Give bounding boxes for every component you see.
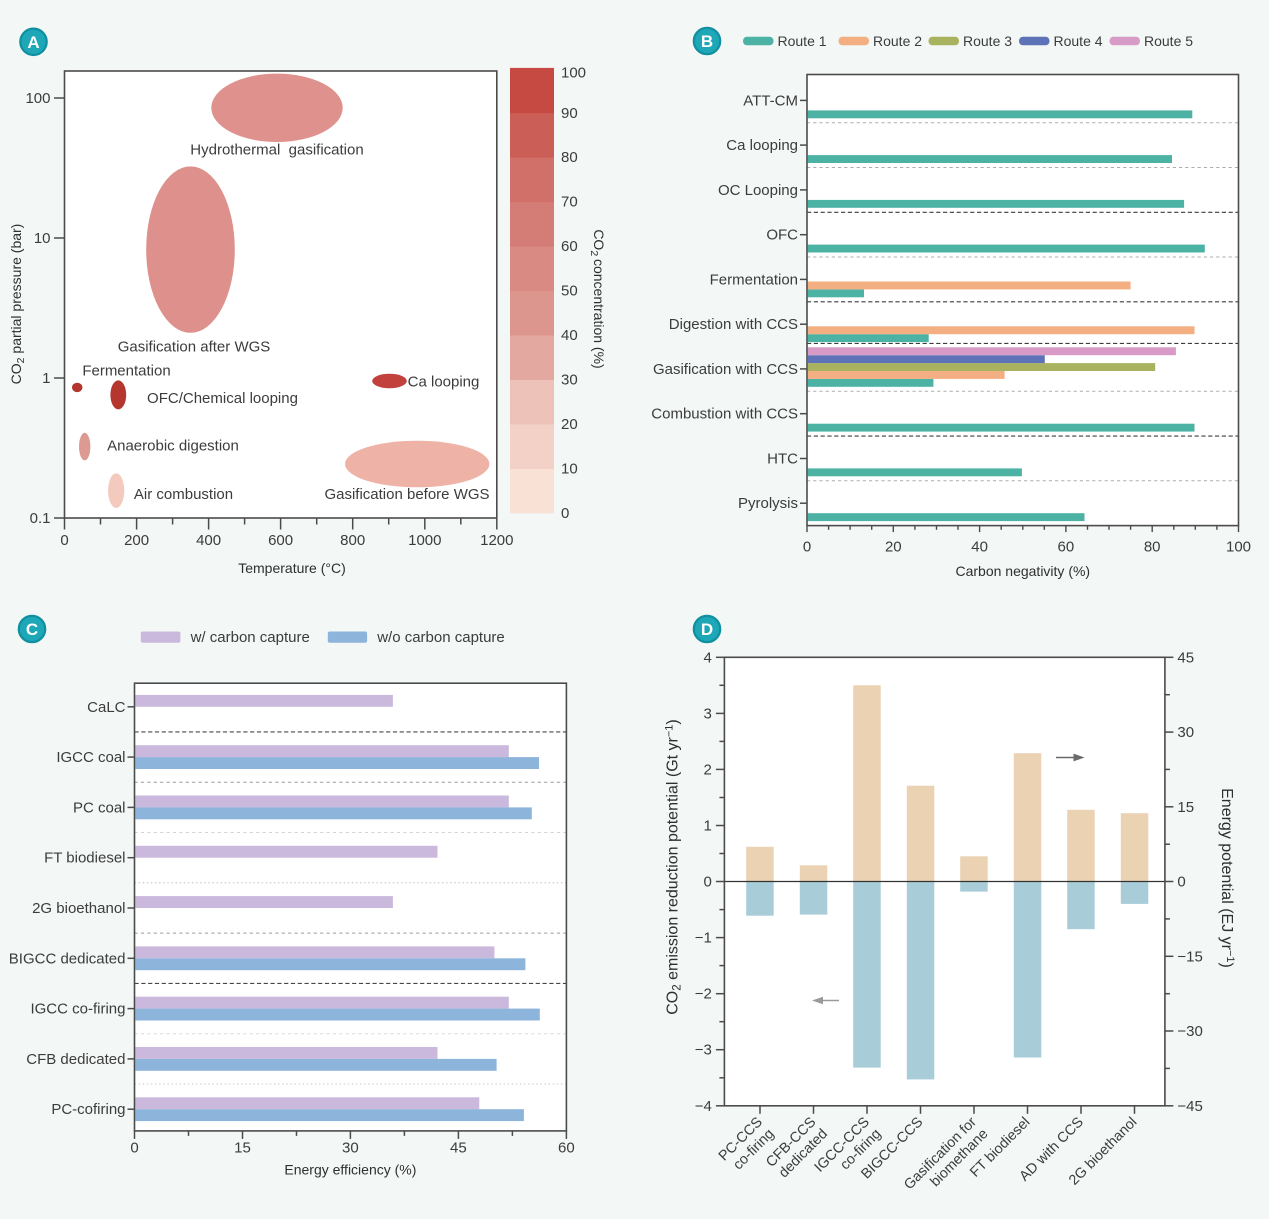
svg-text:30: 30 xyxy=(342,1139,359,1156)
svg-text:80: 80 xyxy=(561,149,578,166)
svg-text:1200: 1200 xyxy=(480,532,513,549)
svg-text:−15: −15 xyxy=(1177,948,1202,965)
svg-text:PC-cofiring: PC-cofiring xyxy=(51,1101,125,1118)
svg-text:Carbon negativity (%): Carbon negativity (%) xyxy=(955,563,1090,579)
svg-text:20: 20 xyxy=(561,416,578,433)
svg-text:−1: −1 xyxy=(695,930,712,947)
svg-text:Pyrolysis: Pyrolysis xyxy=(738,495,798,512)
svg-text:0: 0 xyxy=(704,874,712,891)
svg-text:OFC/Chemical looping: OFC/Chemical looping xyxy=(147,390,298,407)
svg-text:1: 1 xyxy=(704,818,712,835)
svg-text:Energy potential (EJ yr−1): Energy potential (EJ yr−1) xyxy=(1218,788,1236,968)
svg-text:Energy efficiency (%): Energy efficiency (%) xyxy=(284,1162,416,1178)
svg-text:Gasification with CCS: Gasification with CCS xyxy=(653,361,798,378)
svg-text:Route 5: Route 5 xyxy=(1144,33,1193,49)
svg-text:Route 1: Route 1 xyxy=(778,33,827,49)
svg-text:3: 3 xyxy=(704,705,712,722)
svg-text:Hydrothermal gasification: Hydrothermal gasification xyxy=(190,142,363,159)
svg-text:Route 2: Route 2 xyxy=(873,33,922,49)
svg-text:Fermentation: Fermentation xyxy=(82,363,170,380)
svg-text:IGCC coal: IGCC coal xyxy=(56,749,125,766)
svg-text:200: 200 xyxy=(124,532,149,549)
svg-text:600: 600 xyxy=(268,532,293,549)
svg-text:2: 2 xyxy=(704,761,712,778)
svg-text:0: 0 xyxy=(60,532,68,549)
svg-text:4: 4 xyxy=(704,649,712,666)
svg-text:Air combustion: Air combustion xyxy=(134,486,233,503)
svg-text:Anaerobic digestion: Anaerobic digestion xyxy=(107,438,239,455)
svg-text:Gasification after WGS: Gasification after WGS xyxy=(118,339,271,356)
svg-text:−45: −45 xyxy=(1177,1098,1202,1115)
svg-text:1000: 1000 xyxy=(408,532,441,549)
svg-text:0.1: 0.1 xyxy=(30,510,51,527)
svg-text:Combustion with CCS: Combustion with CCS xyxy=(651,406,798,423)
svg-text:60: 60 xyxy=(1058,539,1075,556)
svg-text:HTC: HTC xyxy=(767,451,798,468)
svg-text:15: 15 xyxy=(1177,799,1194,816)
svg-text:60: 60 xyxy=(558,1139,575,1156)
svg-text:100: 100 xyxy=(25,90,50,107)
svg-text:40: 40 xyxy=(561,327,578,344)
svg-text:10: 10 xyxy=(34,230,51,247)
svg-text:80: 80 xyxy=(1144,539,1161,556)
svg-text:Gasification before WGS: Gasification before WGS xyxy=(324,486,489,503)
svg-text:100: 100 xyxy=(1226,539,1251,556)
svg-text:Digestion with CCS: Digestion with CCS xyxy=(669,316,798,333)
svg-text:800: 800 xyxy=(340,532,365,549)
svg-text:A: A xyxy=(27,33,39,52)
svg-text:Route 3: Route 3 xyxy=(963,33,1012,49)
svg-text:100: 100 xyxy=(561,64,586,81)
svg-text:45: 45 xyxy=(450,1139,467,1156)
svg-text:90: 90 xyxy=(561,105,578,122)
svg-text:CO2 emission reduction potenti: CO2 emission reduction potential (Gt yr−… xyxy=(664,719,684,1015)
svg-text:−3: −3 xyxy=(695,1042,712,1059)
svg-text:15: 15 xyxy=(234,1139,251,1156)
svg-text:Fermentation: Fermentation xyxy=(710,271,798,288)
svg-text:−4: −4 xyxy=(695,1098,712,1115)
svg-text:w/o carbon capture: w/o carbon capture xyxy=(376,629,505,646)
svg-text:60: 60 xyxy=(561,238,578,255)
svg-text:−30: −30 xyxy=(1177,1023,1202,1040)
svg-text:45: 45 xyxy=(1177,649,1194,666)
svg-text:20: 20 xyxy=(885,539,902,556)
svg-text:Ca looping: Ca looping xyxy=(726,137,798,154)
svg-text:FT biodiesel: FT biodiesel xyxy=(44,850,125,867)
svg-text:w/ carbon capture: w/ carbon capture xyxy=(190,629,310,646)
svg-text:C: C xyxy=(26,620,38,639)
svg-text:IGCC co-firing: IGCC co-firing xyxy=(30,1001,125,1018)
svg-text:D: D xyxy=(701,620,713,639)
svg-text:1: 1 xyxy=(42,370,50,387)
svg-text:0: 0 xyxy=(561,505,569,522)
svg-text:Temperature (°C): Temperature (°C) xyxy=(238,560,346,576)
svg-text:50: 50 xyxy=(561,283,578,300)
svg-text:30: 30 xyxy=(561,372,578,389)
svg-text:400: 400 xyxy=(196,532,221,549)
svg-text:CO2 concentration (%): CO2 concentration (%) xyxy=(588,229,607,368)
svg-text:0: 0 xyxy=(130,1139,138,1156)
svg-text:B: B xyxy=(701,32,713,51)
svg-text:OFC: OFC xyxy=(766,227,798,244)
svg-text:0: 0 xyxy=(1177,874,1185,891)
svg-text:30: 30 xyxy=(1177,724,1194,741)
svg-text:70: 70 xyxy=(561,194,578,211)
svg-text:CaLC: CaLC xyxy=(87,699,126,716)
svg-text:CFB dedicated: CFB dedicated xyxy=(26,1051,125,1068)
svg-text:BIGCC dedicated: BIGCC dedicated xyxy=(9,950,126,967)
svg-text:2G bioethanol: 2G bioethanol xyxy=(32,900,125,917)
svg-text:0: 0 xyxy=(803,539,811,556)
svg-text:PC coal: PC coal xyxy=(73,799,126,816)
svg-text:CO2 partial pressure (bar): CO2 partial pressure (bar) xyxy=(8,224,27,385)
svg-text:40: 40 xyxy=(971,539,988,556)
svg-text:Route 4: Route 4 xyxy=(1054,33,1103,49)
svg-text:ATT-CM: ATT-CM xyxy=(743,92,798,109)
svg-text:−2: −2 xyxy=(695,986,712,1003)
svg-text:OC Looping: OC Looping xyxy=(718,182,798,199)
svg-text:Ca looping: Ca looping xyxy=(408,374,480,391)
svg-text:10: 10 xyxy=(561,461,578,478)
